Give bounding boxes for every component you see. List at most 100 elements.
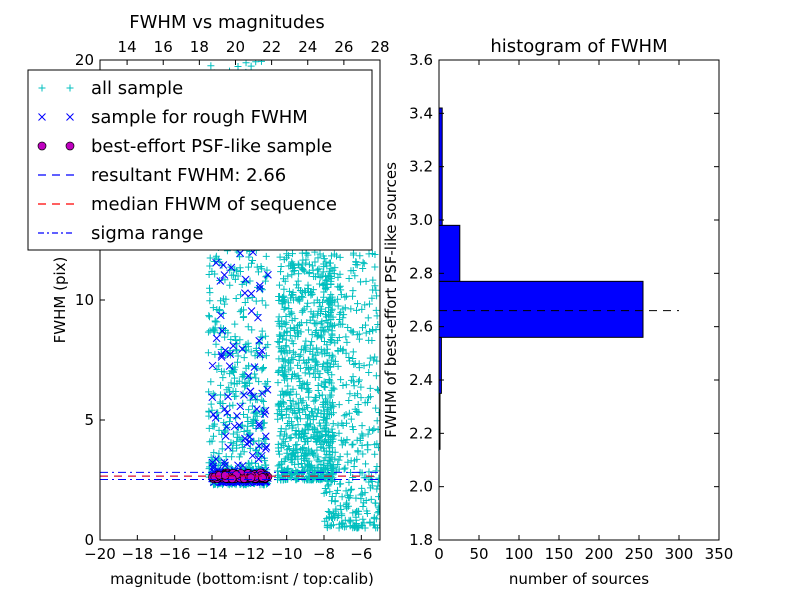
all-sample-point [326,320,334,328]
all-sample-point [323,421,331,429]
all-sample-point [307,308,315,316]
rough-fwhm-sample-point [222,422,231,431]
all-sample-point [345,494,353,502]
all-sample-point [298,384,306,392]
all-sample-point [317,467,325,475]
all-sample-point [356,252,364,260]
all-sample-point [303,319,311,327]
all-sample-point [320,489,328,497]
all-sample-point [295,353,303,361]
all-sample-point [331,498,339,506]
all-sample-point [218,445,226,453]
all-sample-point [320,327,328,335]
all-sample-point [341,439,349,447]
y-tick-label: 2.4 [409,371,433,389]
all-sample-point [207,62,215,70]
all-sample-point [371,282,379,290]
histogram-x-ticks: 0 50 100 150 200 250 300 350 [434,60,733,563]
all-sample-point [262,332,270,340]
all-sample-point [228,271,236,279]
all-sample-point [327,391,335,399]
all-sample-point [359,515,367,523]
all-sample-point [317,345,325,353]
legend-label: median FHWM of sequence [91,194,337,215]
all-sample-point [280,296,288,304]
rough-fwhm-sample-point [219,261,228,269]
all-sample-point [302,250,310,258]
all-sample-point [375,408,380,416]
all-sample-point [334,460,342,468]
all-sample-point [336,480,344,488]
all-sample-point [221,276,229,284]
all-sample-point [278,347,286,355]
y-tick-label: 2.8 [409,264,433,282]
all-sample-point [369,327,377,335]
rough-fwhm-sample-point [208,393,217,402]
rough-fwhm-sample-point [247,307,256,315]
all-sample-point [304,299,312,307]
rough-fwhm-sample-point [212,334,221,343]
all-sample-point [206,262,214,270]
all-sample-point [234,352,242,360]
all-sample-point [305,393,313,401]
all-sample-point [278,387,286,395]
all-sample-point [295,434,303,442]
rough-fwhm-sample-point [220,405,229,413]
all-sample-point [210,449,218,457]
all-sample-point [274,402,282,410]
all-sample-point [323,358,331,366]
all-sample-point [305,326,313,334]
all-sample-point [375,504,380,512]
all-sample-point [337,291,345,299]
all-sample-point [277,428,285,436]
all-sample-point [217,381,225,389]
all-sample-point [324,359,332,367]
all-sample-point [369,427,377,435]
top-x-tick-label: 18 [190,38,209,56]
all-sample-point [248,402,256,410]
all-sample-point [348,441,356,449]
rough-fwhm-sample-point [217,311,225,320]
all-sample-point [363,441,371,449]
all-sample-point [361,489,369,497]
all-sample-point [340,437,348,445]
x-tick-label: 300 [665,545,694,563]
all-sample-point [366,519,374,527]
all-sample-point [365,250,373,258]
rough-fwhm-sample-point [246,387,255,396]
all-sample-point [341,293,349,301]
all-sample-point [352,408,360,416]
scatter-reference-lines [100,471,380,481]
x-tick-label: −10 [271,545,303,563]
all-sample-point [344,458,352,466]
all-sample-point [230,393,238,401]
all-sample-point [317,331,325,339]
all-sample-point [262,252,270,260]
all-sample-point [285,414,293,422]
all-sample-point [372,325,380,333]
all-sample-point [311,258,319,266]
all-sample-point [300,405,308,413]
all-sample-point [314,381,322,389]
legend-entry: all sample [38,78,183,99]
rough-fwhm-sample-point [258,389,267,398]
all-sample-point [296,395,304,403]
rough-fwhm-sample-point [255,422,264,431]
histogram-y-axis-label: FWHM of best-effort PSF-like sources [382,162,400,438]
top-x-tick-label: 24 [298,38,317,56]
all-sample-point [324,405,332,413]
rough-fwhm-sample-point [216,277,225,285]
all-sample-point [288,424,296,432]
all-sample-point [304,415,312,423]
all-sample-point [237,306,245,314]
all-sample-point [344,323,352,331]
all-sample-point [301,287,309,295]
all-sample-point [217,297,225,305]
all-sample-point [320,378,328,386]
scatter-title: FWHM vs magnitudes [129,12,324,33]
all-sample-point [355,507,363,515]
all-sample-point [289,355,297,363]
all-sample-point [328,307,336,315]
all-sample-point [360,260,368,268]
all-sample-point [335,512,343,520]
